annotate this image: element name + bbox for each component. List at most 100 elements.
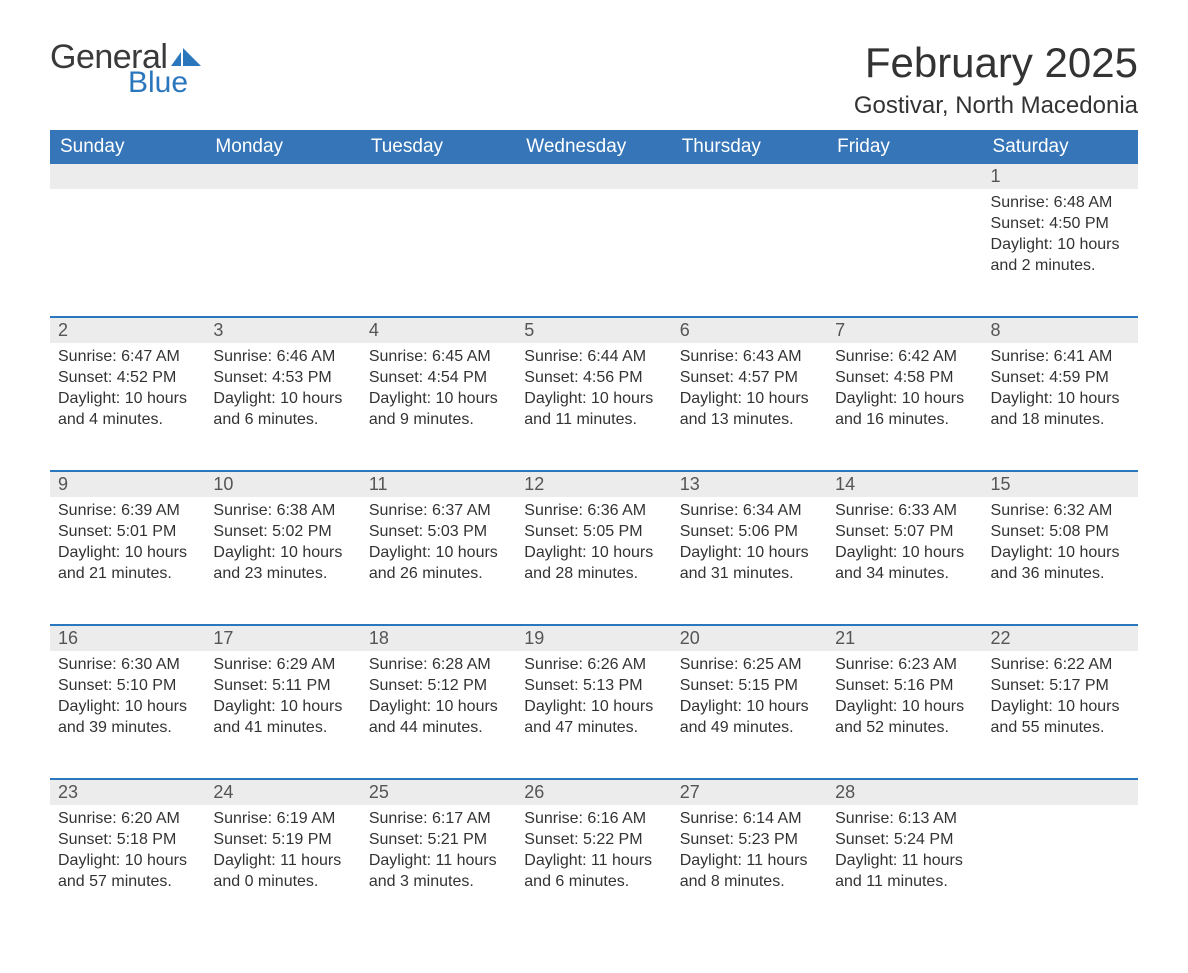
weekday-header: Monday [205, 130, 360, 164]
week-content-row: Sunrise: 6:30 AMSunset: 5:10 PMDaylight:… [50, 651, 1138, 779]
day-content: Sunrise: 6:44 AMSunset: 4:56 PMDaylight:… [516, 343, 671, 440]
day-content: Sunrise: 6:25 AMSunset: 5:15 PMDaylight:… [672, 651, 827, 748]
day-cell: Sunrise: 6:41 AMSunset: 4:59 PMDaylight:… [983, 343, 1138, 471]
day-number-cell: 2 [50, 317, 205, 343]
day-content: Sunrise: 6:41 AMSunset: 4:59 PMDaylight:… [983, 343, 1138, 440]
day-cell: Sunrise: 6:30 AMSunset: 5:10 PMDaylight:… [50, 651, 205, 779]
day-content: Sunrise: 6:28 AMSunset: 5:12 PMDaylight:… [361, 651, 516, 748]
day-content: Sunrise: 6:37 AMSunset: 5:03 PMDaylight:… [361, 497, 516, 594]
day-cell [827, 189, 982, 317]
day-cell [516, 189, 671, 317]
day-number-cell: 20 [672, 625, 827, 651]
day-content: Sunrise: 6:42 AMSunset: 4:58 PMDaylight:… [827, 343, 982, 440]
day-content: Sunrise: 6:47 AMSunset: 4:52 PMDaylight:… [50, 343, 205, 440]
day-cell [50, 189, 205, 317]
day-content: Sunrise: 6:33 AMSunset: 5:07 PMDaylight:… [827, 497, 982, 594]
day-number-cell [50, 164, 205, 189]
day-content: Sunrise: 6:39 AMSunset: 5:01 PMDaylight:… [50, 497, 205, 594]
day-cell: Sunrise: 6:22 AMSunset: 5:17 PMDaylight:… [983, 651, 1138, 779]
day-content: Sunrise: 6:46 AMSunset: 4:53 PMDaylight:… [205, 343, 360, 440]
day-number-cell: 28 [827, 779, 982, 805]
title-block: February 2025 Gostivar, North Macedonia [854, 40, 1138, 120]
day-cell [672, 189, 827, 317]
day-number-cell: 4 [361, 317, 516, 343]
day-number-cell: 12 [516, 471, 671, 497]
day-number-cell [983, 779, 1138, 805]
day-number-cell: 17 [205, 625, 360, 651]
day-cell: Sunrise: 6:28 AMSunset: 5:12 PMDaylight:… [361, 651, 516, 779]
day-number-cell: 26 [516, 779, 671, 805]
day-number-cell: 6 [672, 317, 827, 343]
day-content: Sunrise: 6:20 AMSunset: 5:18 PMDaylight:… [50, 805, 205, 902]
day-number-cell: 19 [516, 625, 671, 651]
day-number-cell: 14 [827, 471, 982, 497]
day-number-cell: 22 [983, 625, 1138, 651]
day-number-cell: 25 [361, 779, 516, 805]
day-cell: Sunrise: 6:32 AMSunset: 5:08 PMDaylight:… [983, 497, 1138, 625]
day-number-cell [205, 164, 360, 189]
weekday-header: Sunday [50, 130, 205, 164]
day-number-cell: 18 [361, 625, 516, 651]
day-cell: Sunrise: 6:39 AMSunset: 5:01 PMDaylight:… [50, 497, 205, 625]
day-number-cell: 10 [205, 471, 360, 497]
day-cell [205, 189, 360, 317]
logo: General Blue [50, 40, 201, 98]
day-number-cell [361, 164, 516, 189]
day-number-cell: 9 [50, 471, 205, 497]
day-content: Sunrise: 6:19 AMSunset: 5:19 PMDaylight:… [205, 805, 360, 902]
weekday-header: Saturday [983, 130, 1138, 164]
day-cell: Sunrise: 6:46 AMSunset: 4:53 PMDaylight:… [205, 343, 360, 471]
calendar-body: 1Sunrise: 6:48 AMSunset: 4:50 PMDaylight… [50, 164, 1138, 933]
day-number-cell: 23 [50, 779, 205, 805]
day-cell: Sunrise: 6:45 AMSunset: 4:54 PMDaylight:… [361, 343, 516, 471]
day-content: Sunrise: 6:23 AMSunset: 5:16 PMDaylight:… [827, 651, 982, 748]
day-content: Sunrise: 6:45 AMSunset: 4:54 PMDaylight:… [361, 343, 516, 440]
day-content: Sunrise: 6:17 AMSunset: 5:21 PMDaylight:… [361, 805, 516, 902]
day-number-cell: 8 [983, 317, 1138, 343]
day-cell: Sunrise: 6:17 AMSunset: 5:21 PMDaylight:… [361, 805, 516, 933]
day-cell: Sunrise: 6:19 AMSunset: 5:19 PMDaylight:… [205, 805, 360, 933]
day-content: Sunrise: 6:29 AMSunset: 5:11 PMDaylight:… [205, 651, 360, 748]
week-content-row: Sunrise: 6:48 AMSunset: 4:50 PMDaylight:… [50, 189, 1138, 317]
day-number-cell: 1 [983, 164, 1138, 189]
day-cell: Sunrise: 6:44 AMSunset: 4:56 PMDaylight:… [516, 343, 671, 471]
day-cell: Sunrise: 6:34 AMSunset: 5:06 PMDaylight:… [672, 497, 827, 625]
day-number-cell: 11 [361, 471, 516, 497]
day-content: Sunrise: 6:14 AMSunset: 5:23 PMDaylight:… [672, 805, 827, 902]
day-content: Sunrise: 6:22 AMSunset: 5:17 PMDaylight:… [983, 651, 1138, 748]
day-cell: Sunrise: 6:33 AMSunset: 5:07 PMDaylight:… [827, 497, 982, 625]
day-content: Sunrise: 6:26 AMSunset: 5:13 PMDaylight:… [516, 651, 671, 748]
month-title: February 2025 [854, 40, 1138, 86]
day-number-cell: 21 [827, 625, 982, 651]
day-cell: Sunrise: 6:23 AMSunset: 5:16 PMDaylight:… [827, 651, 982, 779]
week-content-row: Sunrise: 6:39 AMSunset: 5:01 PMDaylight:… [50, 497, 1138, 625]
day-content: Sunrise: 6:13 AMSunset: 5:24 PMDaylight:… [827, 805, 982, 902]
day-content: Sunrise: 6:16 AMSunset: 5:22 PMDaylight:… [516, 805, 671, 902]
weekday-header: Tuesday [361, 130, 516, 164]
week-daynum-row: 16171819202122 [50, 625, 1138, 651]
weekday-header: Friday [827, 130, 982, 164]
week-content-row: Sunrise: 6:20 AMSunset: 5:18 PMDaylight:… [50, 805, 1138, 933]
day-cell [361, 189, 516, 317]
flag-icon [171, 48, 201, 68]
day-cell: Sunrise: 6:42 AMSunset: 4:58 PMDaylight:… [827, 343, 982, 471]
day-number-cell [827, 164, 982, 189]
day-cell: Sunrise: 6:47 AMSunset: 4:52 PMDaylight:… [50, 343, 205, 471]
day-cell: Sunrise: 6:36 AMSunset: 5:05 PMDaylight:… [516, 497, 671, 625]
day-number-cell: 13 [672, 471, 827, 497]
day-cell [983, 805, 1138, 933]
day-content: Sunrise: 6:32 AMSunset: 5:08 PMDaylight:… [983, 497, 1138, 594]
day-content: Sunrise: 6:36 AMSunset: 5:05 PMDaylight:… [516, 497, 671, 594]
day-cell: Sunrise: 6:37 AMSunset: 5:03 PMDaylight:… [361, 497, 516, 625]
weekday-header: Thursday [672, 130, 827, 164]
day-number-cell [516, 164, 671, 189]
day-number-cell: 27 [672, 779, 827, 805]
day-number-cell: 3 [205, 317, 360, 343]
calendar-table: Sunday Monday Tuesday Wednesday Thursday… [50, 130, 1138, 933]
week-daynum-row: 2345678 [50, 317, 1138, 343]
day-cell: Sunrise: 6:13 AMSunset: 5:24 PMDaylight:… [827, 805, 982, 933]
weekday-header: Wednesday [516, 130, 671, 164]
day-cell: Sunrise: 6:29 AMSunset: 5:11 PMDaylight:… [205, 651, 360, 779]
week-daynum-row: 232425262728 [50, 779, 1138, 805]
header: General Blue February 2025 Gostivar, Nor… [50, 40, 1138, 120]
